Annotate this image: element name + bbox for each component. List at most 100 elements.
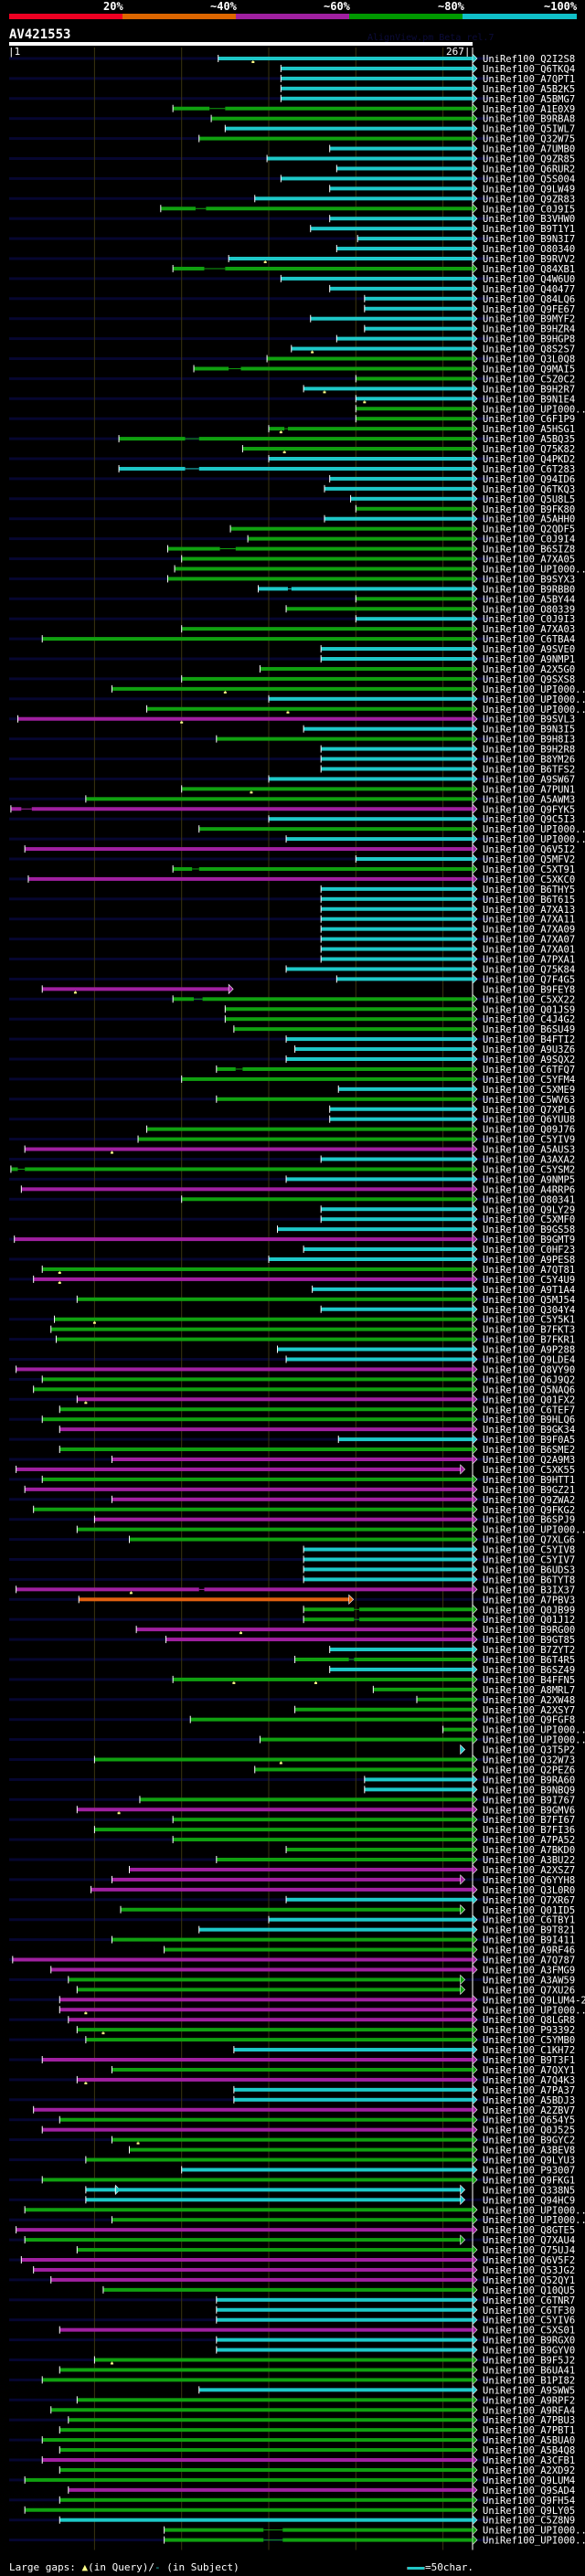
- hit-label[interactable]: UniRef100_C5XME9: [483, 1085, 575, 1096]
- hit-label[interactable]: UniRef100_B9GZ21: [483, 1485, 575, 1496]
- hit-label[interactable]: UniRef100_Q9LY05: [483, 2506, 575, 2517]
- hit-label[interactable]: UniRef100_Q6YYH8: [483, 1875, 575, 1886]
- hit-label[interactable]: UniRef100_A3CFB1: [483, 2455, 575, 2466]
- hit-label[interactable]: UniRef100_A9PES8: [483, 1255, 575, 1266]
- hit-label[interactable]: UniRef100_B9MYF2: [483, 314, 575, 325]
- hit-label[interactable]: UniRef100_P93392: [483, 2025, 575, 2036]
- hit-label[interactable]: UniRef100_C5WV63: [483, 1095, 575, 1106]
- hit-label[interactable]: UniRef100_UPI000..: [483, 404, 585, 415]
- hit-label[interactable]: UniRef100_B3IX37: [483, 1585, 575, 1595]
- hit-label[interactable]: UniRef100_Q304Y4: [483, 1305, 575, 1316]
- hit-label[interactable]: UniRef100_B9GMV6: [483, 1805, 575, 1816]
- hit-label[interactable]: UniRef100_B6THY5: [483, 885, 575, 896]
- hit-label[interactable]: UniRef100_B9I411: [483, 1935, 575, 1946]
- hit-label[interactable]: UniRef100_C5XX22: [483, 994, 575, 1005]
- hit-label[interactable]: UniRef100_Q9FH54: [483, 2496, 575, 2507]
- hit-label[interactable]: UniRef100_B9FK80: [483, 504, 575, 515]
- hit-label[interactable]: UniRef100_B9FEY8: [483, 984, 575, 995]
- hit-label[interactable]: UniRef100_Q7XPL6: [483, 1105, 575, 1116]
- hit-label[interactable]: UniRef100_UPI000..: [483, 2205, 585, 2216]
- hit-label[interactable]: UniRef100_B9GT85: [483, 1635, 575, 1646]
- hit-label[interactable]: UniRef100_B9F0A5: [483, 1435, 575, 1446]
- hit-label[interactable]: UniRef100_A5BY44: [483, 594, 575, 605]
- hit-label[interactable]: UniRef100_Q2I2S8: [483, 54, 575, 65]
- hit-label[interactable]: UniRef100_Q32W75: [483, 134, 575, 145]
- hit-label[interactable]: UniRef100_UPI000..: [483, 564, 585, 575]
- hit-label[interactable]: UniRef100_A7UMB0: [483, 144, 575, 155]
- hit-label[interactable]: UniRef100_Q9C5I3: [483, 814, 575, 825]
- hit-label[interactable]: UniRef100_B9GS58: [483, 1224, 575, 1235]
- hit-label[interactable]: UniRef100_A5BUA0: [483, 2435, 575, 2446]
- hit-label[interactable]: UniRef100_A9SW67: [483, 774, 575, 785]
- hit-label[interactable]: UniRef100_B9RBB0: [483, 584, 575, 595]
- hit-label[interactable]: UniRef100_Q84LQ6: [483, 294, 575, 305]
- hit-label[interactable]: UniRef100_B9I767: [483, 1795, 575, 1806]
- hit-label[interactable]: UniRef100_A7XA07: [483, 935, 575, 946]
- hit-label[interactable]: UniRef100_O80339: [483, 604, 575, 615]
- hit-label[interactable]: UniRef100_B3VHW0: [483, 214, 575, 225]
- hit-label[interactable]: UniRef100_Q9FE67: [483, 304, 575, 315]
- hit-label[interactable]: UniRef100_C0J9I3: [483, 614, 575, 625]
- hit-label[interactable]: UniRef100_A9U3Z6: [483, 1044, 575, 1055]
- hit-label[interactable]: UniRef100_Q9LY29: [483, 1204, 575, 1215]
- hit-label[interactable]: UniRef100_C5XS01: [483, 2326, 575, 2337]
- hit-label[interactable]: UniRef100_B9RG00: [483, 1625, 575, 1636]
- hit-label[interactable]: UniRef100_C6TF30: [483, 2306, 575, 2316]
- hit-label[interactable]: UniRef100_B9GK34: [483, 1425, 575, 1436]
- hit-label[interactable]: UniRef100_B9SYX3: [483, 574, 575, 585]
- hit-label[interactable]: UniRef100_C4J4G2: [483, 1014, 575, 1025]
- hit-label[interactable]: UniRef100_Q6TKQ4: [483, 64, 575, 75]
- hit-label[interactable]: UniRef100_A2XD92: [483, 2465, 575, 2476]
- hit-label[interactable]: UniRef100_Q9LDE4: [483, 1355, 575, 1366]
- hit-label[interactable]: UniRef100_B9SVL3: [483, 715, 575, 726]
- hit-label[interactable]: UniRef100_A5BQ35: [483, 434, 575, 445]
- hit-label[interactable]: UniRef100_Q5NAQ6: [483, 1384, 575, 1395]
- hit-label[interactable]: UniRef100_P93007: [483, 2165, 575, 2176]
- hit-label[interactable]: UniRef100_B9F5J2: [483, 2356, 575, 2367]
- hit-label[interactable]: UniRef100_Q654Y5: [483, 2115, 575, 2126]
- hit-label[interactable]: UniRef100_C6TFQ7: [483, 1065, 575, 1076]
- hit-label[interactable]: UniRef100_Q01FX2: [483, 1394, 575, 1405]
- hit-label[interactable]: UniRef100_A7QPT1: [483, 74, 575, 85]
- hit-label[interactable]: UniRef100_Q3L0R0: [483, 1885, 575, 1896]
- hit-label[interactable]: UniRef100_Q9ZWA2: [483, 1495, 575, 1506]
- hit-label[interactable]: UniRef100_C6TBA4: [483, 634, 575, 645]
- hit-label[interactable]: UniRef100_A7PA52: [483, 1835, 575, 1846]
- hit-label[interactable]: UniRef100_Q9LYU3: [483, 2156, 575, 2167]
- hit-label[interactable]: UniRef100_A9P288: [483, 1345, 575, 1356]
- hit-label[interactable]: UniRef100_Q75K84: [483, 964, 575, 975]
- hit-label[interactable]: UniRef100_B9HTT1: [483, 1475, 575, 1486]
- hit-label[interactable]: UniRef100_Q40477: [483, 284, 575, 295]
- hit-label[interactable]: UniRef100_B1PI82: [483, 2375, 575, 2386]
- hit-label[interactable]: UniRef100_A2XSY7: [483, 1705, 575, 1716]
- hit-label[interactable]: UniRef100_UPI000..: [483, 705, 585, 716]
- hit-label[interactable]: UniRef100_Q0JB99: [483, 1605, 575, 1616]
- hit-label[interactable]: UniRef100_A7XA05: [483, 555, 575, 566]
- hit-label[interactable]: UniRef100_A2ZBV7: [483, 2105, 575, 2116]
- hit-label[interactable]: UniRef100_B6TFS2: [483, 764, 575, 775]
- hit-label[interactable]: UniRef100_B7FKR1: [483, 1335, 575, 1346]
- hit-label[interactable]: UniRef100_A9RPF2: [483, 2395, 575, 2406]
- hit-label[interactable]: UniRef100_Q8GTE5: [483, 2225, 575, 2236]
- hit-label[interactable]: UniRef100_Q94HC9: [483, 2195, 575, 2206]
- hit-label[interactable]: UniRef100_B9RGX0: [483, 2336, 575, 2347]
- hit-label[interactable]: UniRef100_B9T821: [483, 1925, 575, 1936]
- hit-label[interactable]: UniRef100_UPI000..: [483, 2536, 585, 2547]
- hit-label[interactable]: UniRef100_UPI000..: [483, 1525, 585, 1536]
- hit-label[interactable]: UniRef100_C6T283: [483, 464, 575, 475]
- hit-label[interactable]: UniRef100_Q6TKQ3: [483, 484, 575, 495]
- hit-label[interactable]: UniRef100_A9T1A4: [483, 1285, 575, 1296]
- hit-label[interactable]: UniRef100_Q8S2S7: [483, 345, 575, 355]
- hit-label[interactable]: UniRef100_B6UDS3: [483, 1564, 575, 1575]
- hit-label[interactable]: UniRef100_B9RBA8: [483, 114, 575, 125]
- hit-label[interactable]: UniRef100_B9GYC2: [483, 2136, 575, 2147]
- hit-label[interactable]: UniRef100_Q9LUM4-2: [483, 1995, 585, 2006]
- hit-label[interactable]: UniRef100_UPI000..: [483, 684, 585, 695]
- hit-label[interactable]: UniRef100_C5Y4U9: [483, 1275, 575, 1286]
- hit-label[interactable]: UniRef100_A9SQX2: [483, 1055, 575, 1065]
- hit-label[interactable]: UniRef100_B9T3F1: [483, 2055, 575, 2066]
- hit-label[interactable]: UniRef100_Q6V5I2: [483, 844, 575, 855]
- hit-label[interactable]: UniRef100_C5YSM2: [483, 1164, 575, 1175]
- hit-label[interactable]: UniRef100_A5AWM3: [483, 794, 575, 805]
- hit-label[interactable]: UniRef100_B9HLQ6: [483, 1415, 575, 1426]
